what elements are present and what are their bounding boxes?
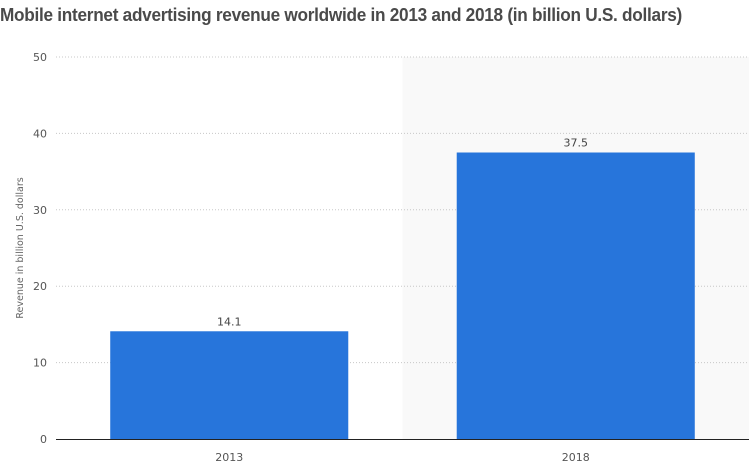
y-tick-label: 40 (33, 127, 47, 140)
data-label: 37.5 (564, 137, 589, 150)
y-tick-label: 10 (33, 357, 47, 370)
chart-title: Mobile internet advertising revenue worl… (0, 4, 682, 25)
data-label: 14.1 (217, 315, 242, 328)
y-tick-label: 20 (33, 280, 47, 293)
y-axis-label: Revenue in billion U.S. dollars (15, 177, 26, 318)
y-tick-label: 0 (40, 433, 47, 446)
y-tick-label: 30 (33, 204, 47, 217)
bar-2013[interactable] (110, 331, 349, 439)
x-tick-label: 2018 (562, 451, 590, 464)
y-tick-label: 50 (33, 51, 47, 64)
x-tick-label: 2013 (215, 451, 243, 464)
bar-2018[interactable] (456, 152, 695, 440)
